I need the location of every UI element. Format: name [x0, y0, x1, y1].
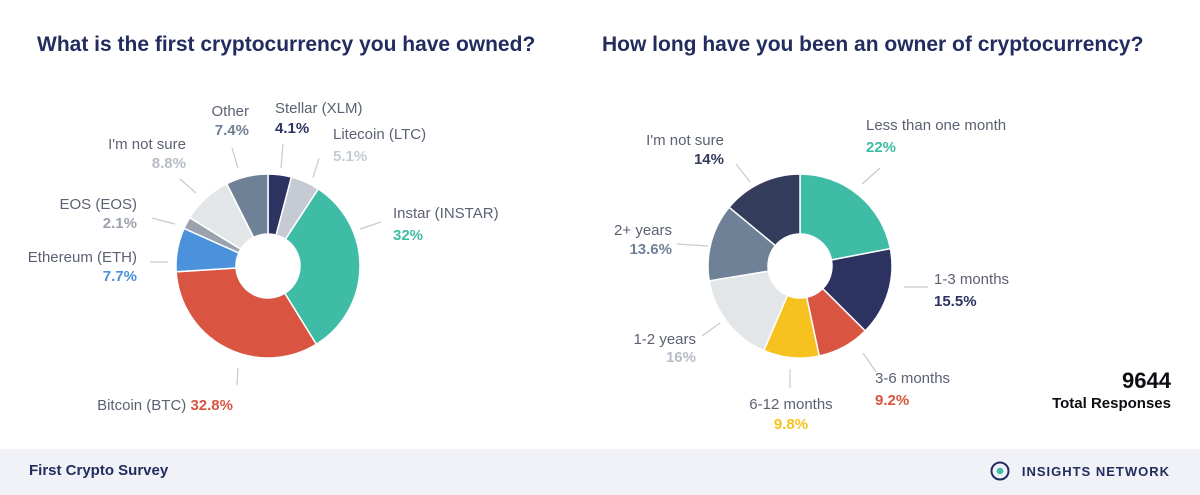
leader-line-i-m-not-sure — [179, 178, 197, 194]
slice-value-less-than-one-month: 22% — [866, 139, 896, 156]
brand-name: INSIGHTS NETWORK — [1021, 463, 1170, 479]
slice-label-2-years: 2+ years — [614, 222, 672, 239]
leader-line-other — [231, 147, 239, 169]
leader-line-2-years — [676, 243, 709, 247]
total-responses: 9644 Total Responses — [1052, 368, 1171, 414]
slice-label-ethereum-eth: Ethereum (ETH) — [28, 249, 137, 266]
ownership-duration-donut-chart: Less than one month 22% 1-3 months 15.5% 3-6… — [614, 117, 1009, 433]
slice-label-eos-eos: EOS (EOS) — [59, 196, 137, 213]
slice-1-3-months — [821, 247, 893, 332]
slice-label-i-m-not-sure: I'm not sure — [108, 136, 186, 153]
footer-survey-title: First Crypto Survey — [29, 462, 169, 479]
slice-label-stellar-xlm: Stellar (XLM) — [275, 100, 363, 117]
slice-instar-instar — [283, 187, 361, 346]
slice-value-i-m-not-sure: 8.8% — [152, 155, 186, 172]
slice-value-instar-instar: 32% — [393, 227, 423, 244]
slice-label-other: Other — [211, 103, 249, 120]
leader-line-1-2-years — [701, 322, 721, 337]
slice-value-eos-eos: 2.1% — [103, 215, 137, 232]
slice-label-3-6-months: 3-6 months — [875, 370, 950, 387]
slice-value-ethereum-eth: 7.7% — [103, 268, 137, 285]
leader-line-stellar-xlm — [280, 143, 284, 169]
slice-label-1-2-years: 1-2 years — [633, 331, 696, 348]
slice-value-6-12-months: 9.8% — [774, 416, 808, 433]
slice-value-3-6-months: 9.2% — [875, 392, 909, 409]
slice-value-1-3-months: 15.5% — [934, 293, 977, 310]
slice-value-stellar-xlm: 4.1% — [275, 120, 309, 137]
slice-label-less-than-one-month: Less than one month — [866, 117, 1006, 134]
slice-bitcoin-btc — [175, 267, 318, 359]
slice-other — [225, 173, 269, 239]
footer-bar: First Crypto Survey INSIGHTS NETWORK — [0, 449, 1200, 495]
leader-line-3-6-months — [862, 352, 877, 373]
leader-line-bitcoin-btc — [236, 367, 239, 386]
slice-value-i-m-not-sure: 14% — [694, 151, 724, 168]
slice-value-litecoin-ltc: 5.1% — [333, 148, 367, 165]
leader-line-instar-instar — [359, 221, 382, 230]
slice-less-than-one-month — [799, 173, 892, 261]
leader-line-eos-eos — [151, 217, 176, 225]
slice-label-6-12-months: 6-12 months — [749, 396, 832, 413]
slice-value-1-2-years: 16% — [666, 349, 696, 366]
total-responses-label: Total Responses — [1052, 395, 1171, 412]
leader-line-less-than-one-month — [861, 167, 881, 185]
total-responses-value: 9644 — [1122, 368, 1171, 393]
leader-line-i-m-not-sure — [735, 163, 751, 183]
slice-i-m-not-sure — [728, 173, 801, 247]
right-chart-title: How long have you been an owner of crypt… — [602, 33, 1144, 56]
slice-value-other: 7.4% — [215, 122, 249, 139]
slice-label-i-m-not-sure: I'm not sure — [646, 132, 724, 149]
brand: INSIGHTS NETWORK — [990, 461, 1170, 481]
slice-label-instar-instar: Instar (INSTAR) — [393, 205, 499, 222]
first-crypto-donut-chart: Stellar (XLM) 4.1% Litecoin (LTC) 5.1% Insta… — [28, 100, 499, 414]
left-chart-title: What is the first cryptocurrency you hav… — [37, 33, 536, 56]
slice-value-2-years: 13.6% — [629, 241, 672, 258]
slice-label-1-3-months: 1-3 months — [934, 271, 1009, 288]
slice-label-bitcoin-btc: Bitcoin (BTC) 32.8% — [97, 397, 233, 414]
slice-1-2-years — [708, 270, 789, 352]
insights-network-logo-icon — [990, 461, 1010, 481]
slice-label-litecoin-ltc: Litecoin (LTC) — [333, 126, 426, 143]
leader-line-litecoin-ltc — [312, 157, 320, 179]
